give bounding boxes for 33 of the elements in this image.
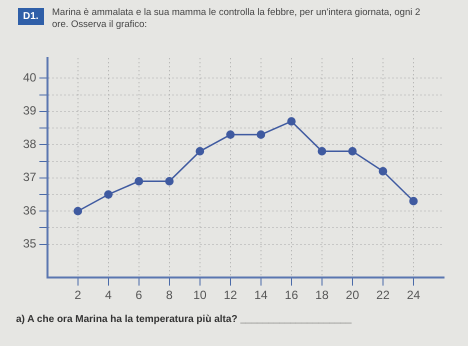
point xyxy=(348,147,357,156)
point xyxy=(256,130,266,139)
x-tick-label: 20 xyxy=(346,288,360,302)
point xyxy=(287,117,296,126)
y-tick-label: 36 xyxy=(22,203,37,218)
y-tick-label: 38 xyxy=(22,136,37,151)
text: D1. xyxy=(18,8,44,25)
x-tick-label: 16 xyxy=(284,288,298,302)
y-tick-label: 39 xyxy=(22,104,37,118)
x-tick-label: 22 xyxy=(376,288,390,302)
y-tick-label: 35 xyxy=(22,236,37,251)
x-tick-label: 10 xyxy=(193,288,207,302)
y-tick-label: 40 xyxy=(22,70,37,84)
x-tick-label: 8 xyxy=(166,288,174,302)
point xyxy=(104,190,113,199)
point xyxy=(134,176,144,186)
point xyxy=(165,176,174,186)
point xyxy=(409,196,418,206)
point xyxy=(196,147,204,156)
text: a) A che ora Marina ha la temperatura più alta? ____________________ xyxy=(16,314,352,325)
x-tick-label: 24 xyxy=(406,288,420,302)
x-tick-label: 6 xyxy=(136,288,143,302)
x-tick-label: 18 xyxy=(315,288,329,302)
y-tick-label: 37 xyxy=(22,170,37,184)
x-tick-label: 14 xyxy=(254,288,268,302)
point xyxy=(226,130,235,139)
point xyxy=(74,206,82,216)
x-tick-label: 4 xyxy=(105,288,112,302)
point xyxy=(318,147,326,156)
point xyxy=(378,166,388,176)
x-tick-label: 2 xyxy=(74,288,82,302)
chart-title: Marina è ammalata e la sua mamma le controlla la febbre, per un'intera giornata, ogni 2 ore. Osserva il grafico: xyxy=(52,7,422,31)
x-tick-label: 12 xyxy=(224,288,238,302)
